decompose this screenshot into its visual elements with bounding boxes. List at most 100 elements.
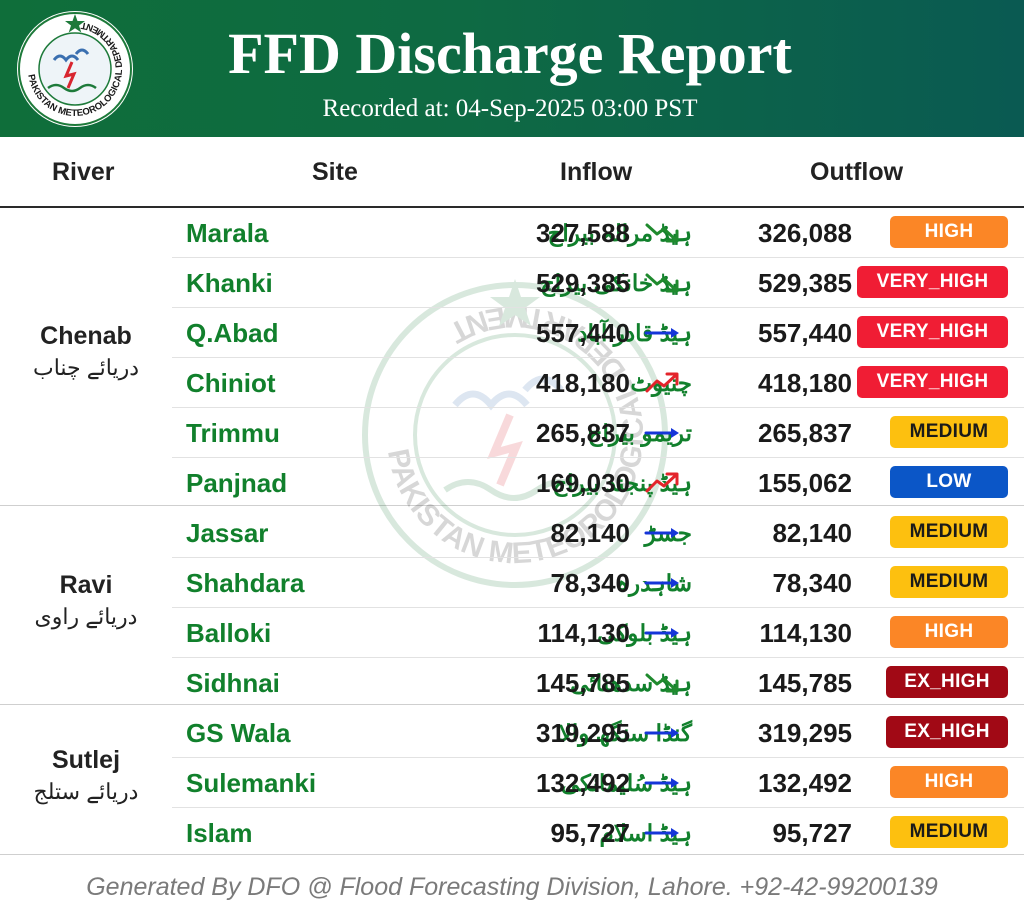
table-row: Chiniot چنیوٹ 418,180 418,180 VERY_HIGH (172, 358, 1024, 408)
right-arrow-icon (644, 828, 679, 838)
outflow-value: 418,180 (758, 368, 852, 398)
inflow-value: 145,785 (536, 668, 630, 698)
status-badge: EX_HIGH (886, 716, 1008, 748)
outflow-value: 95,727 (772, 818, 852, 848)
inflow-value: 319,295 (536, 718, 630, 748)
status-badge: MEDIUM (890, 566, 1008, 598)
row-divider (172, 657, 1024, 658)
header-divider (0, 206, 1024, 208)
inflow-value: 95,727 (550, 818, 630, 848)
rising-arrow-icon (645, 472, 679, 493)
outflow-value: 82,140 (772, 518, 852, 548)
inflow-value: 418,180 (536, 368, 630, 398)
river-name: Chenab (40, 322, 132, 350)
site-name: Shahdara (186, 568, 305, 598)
site-name: Trimmu (186, 418, 280, 448)
river-name-urdu: دریائے ستلج (33, 779, 139, 804)
inflow-value: 169,030 (536, 468, 630, 498)
outflow-value: 319,295 (758, 718, 852, 748)
site-name: Chiniot (186, 368, 276, 398)
table-row: Panjnad ہیڈ پنجند بیراج 169,030 155,062 LOW (172, 458, 1024, 508)
row-divider (172, 407, 1024, 408)
river-name: Ravi (59, 571, 113, 599)
outflow-value: 529,385 (758, 268, 852, 298)
table-row: Q.Abad ہیڈ قادر آباد 557,440 557,440 VERY_HI… (172, 308, 1024, 358)
recorded-at: Recorded at: 04-Sep-2025 03:00 PST (322, 95, 698, 122)
table-row: Shahdara شاہدرہ 78,340 78,340 MEDIUM (172, 558, 1024, 608)
falling-arrow-icon (645, 223, 679, 243)
table-row: Marala ہیڈ مرالہ بیراج 327,588 326,088 HIGH (172, 208, 1024, 258)
site-name: Marala (186, 218, 269, 248)
status-badge: HIGH (890, 616, 1008, 648)
outflow-value: 78,340 (772, 568, 852, 598)
row-divider (172, 757, 1024, 758)
outflow-value: 114,130 (759, 618, 852, 648)
table-row: Balloki ہیڈ بلوکی 114,130 114,130 HIGH (172, 608, 1024, 658)
river-name-urdu: دریائے راوی (34, 604, 138, 629)
table-row: Islam ہیڈ اسلام 95,727 95,727 MEDIUM (172, 808, 1024, 858)
status-badge: HIGH (890, 216, 1008, 248)
status-badge: MEDIUM (890, 816, 1008, 848)
row-divider (172, 557, 1024, 558)
inflow-value: 132,492 (536, 768, 630, 798)
outflow-value: 265,837 (758, 418, 852, 448)
outflow-value: 557,440 (758, 318, 852, 348)
right-arrow-icon (644, 628, 679, 638)
status-badge: HIGH (890, 766, 1008, 798)
site-name: Q.Abad (186, 318, 279, 348)
right-arrow-icon (644, 578, 679, 588)
site-name: Sulemanki (186, 768, 317, 798)
outflow-value: 326,088 (758, 218, 852, 248)
inflow-value: 265,837 (536, 418, 630, 448)
table-row: Sulemanki ہیڈ سُلیمانکی 132,492 132,492 HIGH (172, 758, 1024, 808)
column-header-river: River (52, 158, 115, 186)
status-badge: VERY_HIGH (857, 266, 1008, 298)
status-badge: MEDIUM (890, 416, 1008, 448)
table-bottom-divider (0, 854, 1024, 855)
status-badge: MEDIUM (890, 516, 1008, 548)
inflow-value: 327,588 (536, 218, 630, 248)
site-name: Khanki (186, 268, 273, 298)
status-badge: EX_HIGH (886, 666, 1008, 698)
status-badge: VERY_HIGH (857, 366, 1008, 398)
river-group-sutlej: Sutlej دریائے ستلج (0, 744, 172, 808)
row-divider (172, 257, 1024, 258)
outflow-value: 145,785 (758, 668, 852, 698)
table-row: GS Wala گنڈا سنگھ والا 319,295 319,295 EX_HI… (172, 708, 1024, 758)
row-divider (172, 807, 1024, 808)
pmd-logo-icon: PAKISTAN METEOROLOGICAL DEPARTMENT (17, 11, 133, 127)
column-header-outflow: Outflow (810, 158, 904, 186)
row-divider (172, 357, 1024, 358)
footer-credit: Generated By DFO @ Flood Forecasting Div… (86, 873, 938, 901)
pmd-watermark-icon: PAKISTAN METEOROLOGICAL DEPARTMENT (362, 279, 668, 588)
river-name: Sutlej (51, 746, 121, 774)
column-header-inflow: Inflow (560, 158, 633, 186)
falling-arrow-icon (645, 273, 679, 293)
table-row: Trimmu تریمو بیراج 265,837 265,837 MEDIUM (172, 408, 1024, 458)
report-header: PAKISTAN METEOROLOGICAL DEPARTMENT FFD D… (0, 0, 1024, 137)
site-name: Jassar (186, 518, 269, 548)
site-name: GS Wala (186, 718, 291, 748)
river-group-chenab: Chenab دریائے چناب (0, 320, 172, 384)
right-arrow-icon (644, 428, 679, 438)
right-arrow-icon (644, 528, 679, 538)
river-name-urdu: دریائے چناب (32, 355, 140, 380)
site-name: Islam (186, 818, 253, 848)
group-divider (0, 505, 1024, 506)
outflow-value: 132,492 (758, 768, 852, 798)
group-divider (0, 704, 1024, 705)
river-group-ravi: Ravi دریائے راوی (0, 569, 172, 633)
falling-arrow-icon (645, 673, 679, 693)
row-divider (172, 607, 1024, 608)
status-badge: VERY_HIGH (857, 316, 1008, 348)
table-row: Sidhnai ہیڈ سدھنائی 145,785 145,785 EX_HIGH (172, 658, 1024, 708)
right-arrow-icon (644, 728, 679, 738)
inflow-value: 557,440 (536, 318, 630, 348)
right-arrow-icon (644, 328, 679, 338)
table-row: Khanki ہیڈ خانکی بیراج 529,385 529,385 VERY_… (172, 258, 1024, 308)
rising-arrow-icon (645, 372, 679, 393)
row-divider (172, 457, 1024, 458)
site-name: Balloki (186, 618, 272, 648)
right-arrow-icon (644, 778, 679, 788)
status-badge: LOW (890, 466, 1008, 498)
